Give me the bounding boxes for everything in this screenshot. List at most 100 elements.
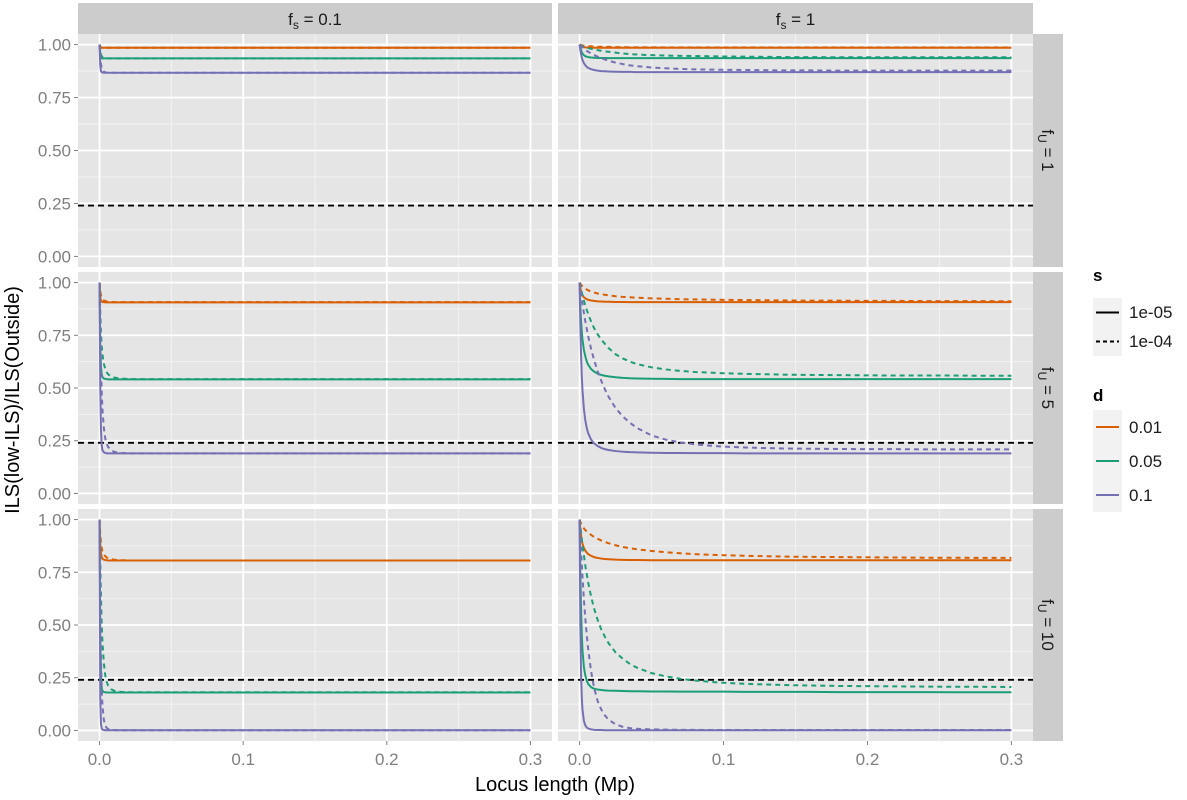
series-line-d0.01-s1e-04 [98,282,531,304]
strip-label-var: f [1038,367,1057,372]
series-line-d0.1-s1e-04 [578,519,1012,732]
series-line-d0.05-s1e-05 [578,519,1012,694]
y-tick-label: 0.00 [38,721,71,740]
y-axis-title: ILS(low-ILS)/ILS(Outside) [2,286,24,514]
column-strip-background [78,3,552,34]
series-line-d0.05-s1e-04 [578,282,1012,377]
panel-r1-c0 [78,272,552,504]
x-tick-label: 0.1 [231,750,255,769]
legend-label: 0.01 [1129,418,1162,437]
row-strip-label: fU = 10 [1035,599,1057,651]
series-line-d0.01-s1e-04 [98,44,531,49]
strip-label-subscript: U [1035,372,1049,381]
series-line-d0.05-s1e-04 [98,44,531,60]
legend-label: 1e-04 [1129,332,1172,351]
y-tick-label: 0.50 [38,142,71,161]
legend-title-d: d [1093,386,1103,405]
strip-label-subscript: U [1035,134,1049,143]
series-line-d0.05-s1e-04 [98,519,531,694]
column-strip-background [558,3,1033,34]
legend-label: 1e-05 [1129,303,1172,322]
series-line-d0.05-s1e-04 [98,282,531,381]
strip-label-value: = 0.1 [299,10,342,29]
y-tick-label: 0.00 [38,484,71,503]
strip-label-var: f [1038,129,1057,134]
strip-label-value: = 5 [1038,380,1057,409]
x-tick-label: 0.3 [1000,750,1024,769]
series-group-r0-c1 [578,43,1012,74]
x-axis-ticks: 0.0 0.1 0.2 0.3 0.0 0.1 0.2 0.3 [88,741,1024,769]
series-line-d0.01-s1e-04 [579,43,1012,49]
y-tick-label: 0.75 [38,326,71,345]
x-tick-label: 0.0 [568,750,592,769]
column-strips: fs = 0.1 fs = 1 [78,3,1033,34]
y-tick-label: 0.50 [38,616,71,635]
strip-label-subscript: s [293,18,299,32]
series-line-d0.1-s1e-04 [98,44,531,74]
panel-r0-c0 [78,34,552,267]
x-tick-label: 0.2 [375,750,399,769]
strip-label-var: f [776,10,781,29]
x-axis-title: Locus length (Mp) [475,774,635,796]
x-tick-label: 0.1 [712,750,736,769]
panel-r2-c1 [558,509,1033,741]
series-line-d0.1-s1e-05 [578,282,1012,455]
panel-r0-c1 [558,34,1033,267]
y-tick-label: 0.25 [38,194,71,213]
series-group-r0-c0 [98,44,531,74]
series-line-d0.05-s1e-05 [578,282,1012,381]
facet-panels [78,34,1033,741]
series-line-d0.1-s1e-04 [98,282,531,455]
series-line-d0.1-s1e-05 [98,282,531,455]
strip-label-subscript: s [780,18,786,32]
panel-r1-c1 [558,272,1033,504]
series-line-d0.1-s1e-04 [98,519,531,732]
y-tick-label: 0.75 [38,563,71,582]
legend-label: 0.1 [1129,486,1153,505]
row-strip-label: fU = 5 [1035,367,1057,409]
row-strip-background [1033,34,1063,267]
legend-label: 0.05 [1129,452,1162,471]
series-line-d0.1-s1e-04 [578,282,1012,451]
series-line-d0.01-s1e-05 [98,282,531,304]
row-strip-background [1033,272,1063,504]
x-tick-label: 0.3 [519,750,543,769]
legend-title-s: s [1093,266,1102,285]
y-tick-label: 0.75 [38,89,71,108]
strip-label-value: = 1 [786,10,815,29]
y-tick-label: 1.00 [38,511,71,530]
column-strip-label: fs = 1 [776,10,816,32]
strip-label-value: = 1 [1038,143,1057,172]
series-line-d0.01-s1e-04 [98,519,531,562]
row-strips: fU = 1fU = 5fU = 10 [1033,34,1063,741]
strip-label-value: = 10 [1038,613,1057,651]
column-strip-label: fs = 0.1 [288,10,342,32]
series-group-r1-c0 [98,282,531,455]
x-tick-label: 0.2 [856,750,880,769]
strip-label-subscript: U [1035,604,1049,613]
y-tick-label: 1.00 [38,274,71,293]
x-tick-label: 0.0 [88,750,112,769]
strip-label-var: f [288,10,293,29]
legend: s 1e-05 1e-04 d 0.01 0.05 0.1 [1093,266,1172,512]
series-group-r2-c0 [98,519,531,732]
series-line-d0.01-s1e-05 [578,282,1012,304]
panel-r2-c0 [78,509,552,741]
y-tick-label: 0.50 [38,379,71,398]
series-group-r2-c1 [578,519,1012,732]
y-tick-label: 0.25 [38,669,71,688]
series-line-d0.01-s1e-04 [578,519,1012,559]
row-strip-background [1033,509,1063,741]
series-line-d0.01-s1e-05 [578,519,1012,562]
y-axis-ticks: 0.00 0.25 0.50 0.75 1.00 0.00 0.25 0.50 0.75 1.00… [38,36,78,740]
y-tick-label: 0.00 [38,247,71,266]
series-line-d0.1-s1e-05 [578,44,1012,74]
y-tick-label: 0.25 [38,432,71,451]
series-line-d0.01-s1e-04 [578,281,1012,303]
row-strip-label: fU = 1 [1035,129,1057,171]
strip-label-var: f [1038,599,1057,604]
series-line-d0.01-s1e-05 [98,519,531,562]
series-line-d0.05-s1e-04 [579,43,1012,59]
y-tick-label: 1.00 [38,36,71,55]
